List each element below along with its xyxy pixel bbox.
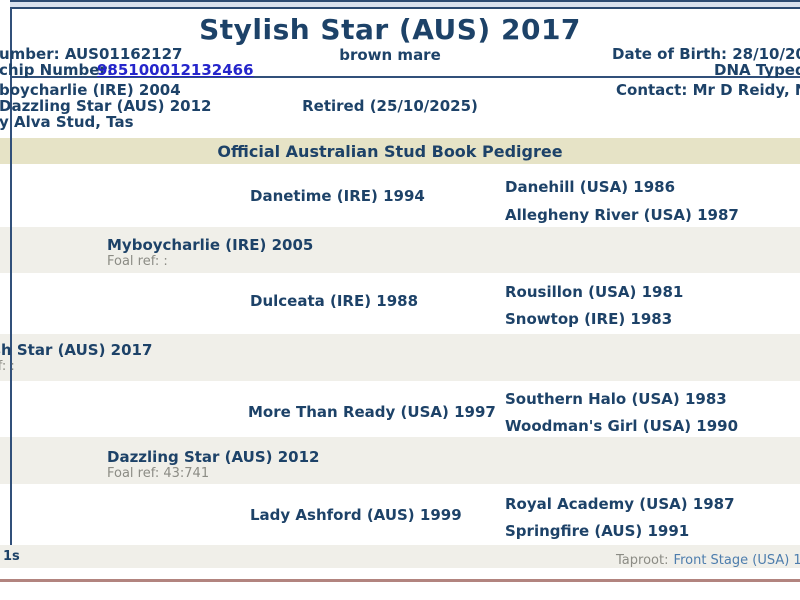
- date-of-birth: Date of Birth: 28/10/2017: [612, 45, 800, 63]
- row-background-footer: [0, 545, 800, 568]
- row-background-dam: [0, 437, 800, 484]
- family-number: 1s: [3, 549, 20, 564]
- pedigree-dam-foal-ref: Foal ref: 43:741: [107, 466, 210, 481]
- microchip-label: chip Number:: [0, 61, 113, 79]
- pedigree-dam-sire-sire: Southern Halo (USA) 1983: [505, 390, 727, 408]
- pedigree-sire-sire-dam: Allegheny River (USA) 1987: [505, 206, 739, 224]
- section-title: Official Australian Stud Book Pedigree: [217, 142, 563, 161]
- taproot: Taproot: Front Stage (USA) 19: [616, 549, 800, 568]
- life-number: umber: AUS01162127: [0, 45, 183, 63]
- page-title: Stylish Star (AUS) 2017: [199, 13, 581, 46]
- pedigree-subject-foal-ref: Foal ref: :: [0, 359, 15, 374]
- pedigree-sire-dam: Dulceata (IRE) 1988: [250, 292, 419, 310]
- dna-typed: DNA Typed:: [714, 61, 800, 79]
- pedigree-sire-dam-dam: Snowtop (IRE) 1983: [505, 310, 673, 328]
- taproot-link[interactable]: Front Stage (USA) 19: [673, 553, 800, 568]
- pedigree-subject: Stylish Star (AUS) 2017: [0, 341, 153, 359]
- pedigree-dam: Dazzling Star (AUS) 2012: [107, 448, 320, 466]
- row-background-subject: [0, 334, 800, 381]
- pedigree-sire-sire: Danetime (IRE) 1994: [250, 187, 425, 205]
- bottom-rule: [0, 579, 800, 582]
- dam-summary: Dazzling Star (AUS) 2012: [0, 97, 212, 115]
- pedigree-sire: Myboycharlie (IRE) 2005: [107, 236, 314, 254]
- header-divider: [10, 76, 800, 78]
- pedigree-dam-dam-dam: Springfire (AUS) 1991: [505, 522, 690, 540]
- pedigree-sire-dam-sire: Rousillon (USA) 1981: [505, 283, 684, 301]
- row-background-sire: [0, 227, 800, 273]
- pedigree-dam-sire-dam: Woodman's Girl (USA) 1990: [505, 417, 739, 435]
- pedigree-sire-sire-sire: Danehill (USA) 1986: [505, 178, 676, 196]
- status-retired: Retired (25/10/2025): [302, 97, 478, 115]
- pedigree-sire-foal-ref: Foal ref: :: [107, 254, 168, 269]
- microchip-number-link[interactable]: 985100012132466: [97, 61, 254, 79]
- top-border: [10, 0, 800, 9]
- sex-colour: brown mare: [339, 46, 441, 64]
- contact: Contact: Mr D Reidy, NSW: [616, 81, 800, 99]
- sire-summary: boycharlie (IRE) 2004: [0, 81, 181, 99]
- pedigree-dam-sire: More Than Ready (USA) 1997: [248, 403, 496, 421]
- breeder: y Alva Stud, Tas: [0, 113, 134, 131]
- section-header-band: [0, 138, 800, 164]
- taproot-label: Taproot:: [616, 553, 669, 568]
- pedigree-dam-dam: Lady Ashford (AUS) 1999: [250, 506, 462, 524]
- left-border: [10, 8, 12, 545]
- pedigree-dam-dam-sire: Royal Academy (USA) 1987: [505, 495, 735, 513]
